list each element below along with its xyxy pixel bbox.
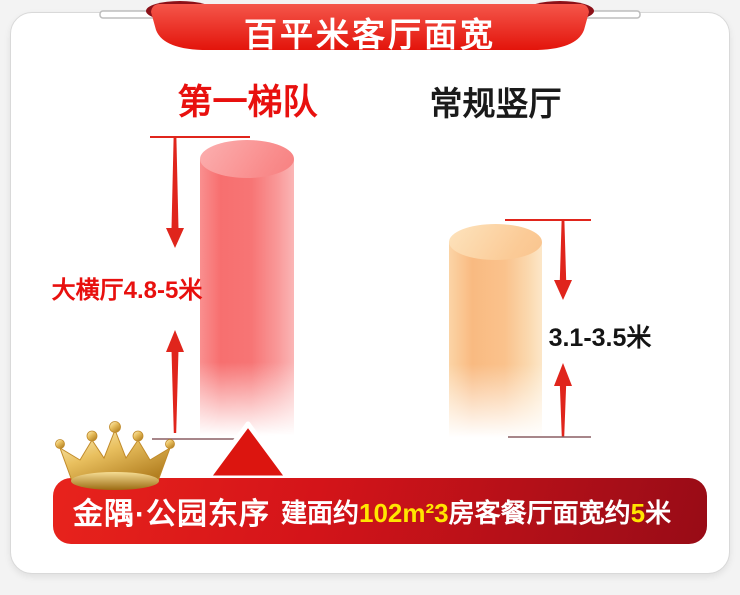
ribbon-banner-graphic [99, 1, 641, 51]
label-regular-width: 3.1-3.5米 [548, 324, 652, 352]
bar-regular-hall-cap [449, 224, 542, 260]
bar-regular-hall [447, 224, 544, 444]
ribbon-body [151, 4, 589, 51]
tagline-segment: 3 [434, 497, 449, 528]
crown-icon [55, 421, 175, 490]
page-title: 百平米客厅面宽 [244, 16, 496, 53]
tagline-segment: 米 [645, 497, 672, 528]
tagline-segment: 建面约 [281, 497, 360, 528]
brand-name: 金隅·公园东序 [73, 498, 270, 531]
bar-first-tier-cap [200, 140, 294, 178]
footer-tagline: 建面约102m²3房客餐厅面宽约5米 [281, 493, 671, 530]
tagline-segment: 房客餐厅面宽约 [448, 497, 631, 528]
tagline-segment: 5 [630, 497, 646, 528]
footer-banner: 金隅·公园东序 建面约102m²3房客餐厅面宽约5米 [53, 478, 707, 544]
tagline-segment: 102m² [359, 497, 435, 528]
footer-pointer-triangle [205, 421, 291, 480]
header-regular-hall: 常规竖厅 [429, 85, 562, 122]
header-first-tier: 第一梯队 [177, 83, 318, 122]
bar-regular-hall-fade [447, 364, 544, 444]
label-first-tier-width: 大横厅4.8-5米 [51, 277, 203, 304]
